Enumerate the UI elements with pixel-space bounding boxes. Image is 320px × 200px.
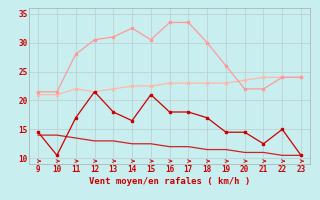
X-axis label: Vent moyen/en rafales ( km/h ): Vent moyen/en rafales ( km/h )	[89, 177, 250, 186]
